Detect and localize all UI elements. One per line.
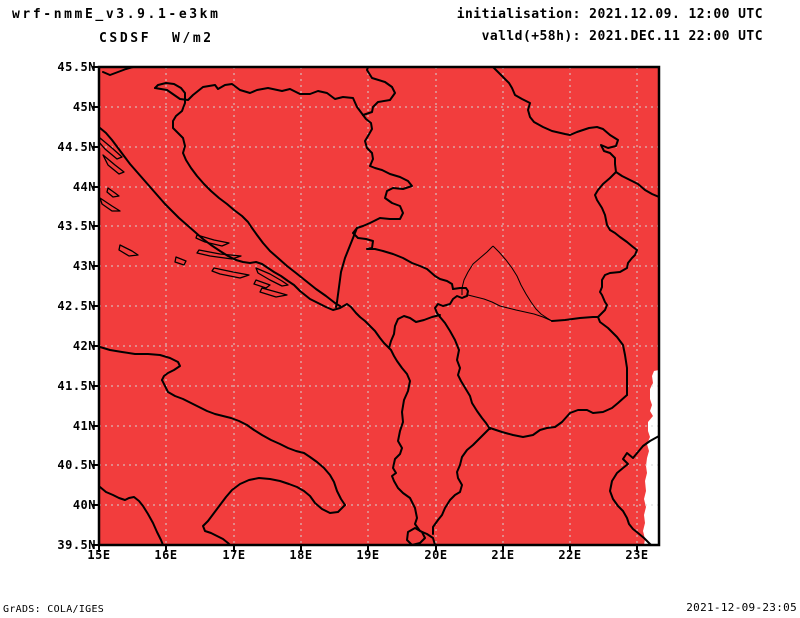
border-macedonia-greece bbox=[489, 394, 628, 438]
lon-tick-label: 19E bbox=[356, 548, 380, 562]
field-fill bbox=[99, 67, 659, 545]
grads-credit: GrADS: COLA/IGES bbox=[3, 604, 105, 615]
model-name: wrf-nmmE_v3.9.1-e3km bbox=[12, 7, 221, 22]
variable-name: CSDSF W/m2 bbox=[99, 31, 214, 46]
lat-tick-label: 44.5N bbox=[57, 140, 96, 154]
border-croatia-serbia bbox=[362, 67, 396, 116]
border-albania-greece bbox=[432, 427, 491, 535]
axis-ticks bbox=[92, 66, 638, 552]
coast-aegean-thermaic bbox=[609, 435, 659, 545]
lat-tick-label: 41N bbox=[72, 419, 96, 433]
border-kosovo bbox=[461, 245, 553, 322]
lat-tick-label: 42.5N bbox=[57, 299, 96, 313]
border-montenegro-kosovo bbox=[434, 287, 469, 318]
lat-tick-label: 39.5N bbox=[57, 538, 96, 552]
lat-tick-label: 45.5N bbox=[57, 60, 96, 74]
coastlines bbox=[99, 127, 659, 545]
lat-tick-label: 45N bbox=[72, 100, 96, 114]
lon-tick-label: 23E bbox=[625, 548, 649, 562]
lat-tick-label: 43N bbox=[72, 259, 96, 273]
lat-tick-label: 43.5N bbox=[57, 219, 96, 233]
lat-tick-label: 44N bbox=[72, 180, 96, 194]
border-montenegro-albania bbox=[388, 314, 441, 349]
lon-tick-label: 20E bbox=[424, 548, 448, 562]
plot-timestamp: 2021-12-09-23:05 bbox=[686, 601, 797, 614]
initialisation-time: initialisation: 2021.12.09. 12:00 UTC bbox=[456, 7, 763, 22]
border-bulgaria-macedonia bbox=[597, 316, 628, 396]
lat-tick-label: 40N bbox=[72, 498, 96, 512]
coast-montenegro-albania bbox=[299, 290, 436, 545]
border-serbia-bulgaria bbox=[594, 171, 638, 318]
lon-tick-label: 18E bbox=[289, 548, 313, 562]
coast-corfu bbox=[406, 527, 426, 545]
lon-tick-label: 22E bbox=[558, 548, 582, 562]
border-serbia-romania bbox=[492, 67, 659, 198]
coast-italy-adriatic bbox=[161, 379, 346, 506]
lon-tick-label: 15E bbox=[87, 548, 111, 562]
lat-tick-label: 41.5N bbox=[57, 379, 96, 393]
lon-tick-label: 17E bbox=[222, 548, 246, 562]
border-serbia-macedonia bbox=[551, 316, 599, 322]
border-slovenia-croatia bbox=[102, 67, 134, 76]
no-data-region bbox=[643, 370, 659, 545]
coast-italy-gargano bbox=[99, 346, 181, 381]
coast-italy-calabria bbox=[99, 486, 164, 545]
valid-time: valld(+58h): 2021.DEC.11 22:00 UTC bbox=[481, 29, 763, 44]
border-bosnia-montenegro bbox=[335, 227, 358, 308]
border-bosnia-serbia-montenegro bbox=[352, 114, 454, 290]
lat-tick-label: 42N bbox=[72, 339, 96, 353]
border-croatia-bosnia-west bbox=[154, 82, 341, 307]
lon-tick-label: 21E bbox=[491, 548, 515, 562]
adriatic-islands bbox=[99, 137, 289, 298]
country-borders bbox=[102, 67, 659, 535]
gridlines bbox=[99, 67, 659, 545]
lon-tick-label: 16E bbox=[154, 548, 178, 562]
lat-tick-label: 40.5N bbox=[57, 458, 96, 472]
border-croatia-bosnia-north bbox=[154, 83, 364, 116]
border-albania-east bbox=[439, 316, 491, 430]
coast-italy-salento-taranto bbox=[202, 477, 346, 545]
